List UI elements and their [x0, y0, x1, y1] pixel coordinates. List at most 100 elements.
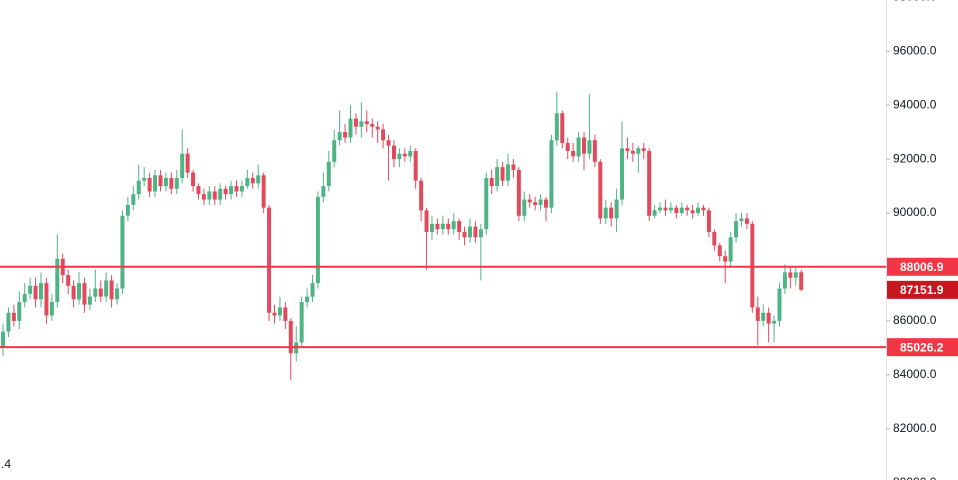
- candle-body: [641, 148, 646, 152]
- y-tick-label: 92000.0: [893, 151, 937, 165]
- y-tick-label: 94000.0: [893, 97, 937, 111]
- candle-body: [620, 148, 625, 200]
- candle-body: [234, 186, 239, 192]
- candle-body: [728, 237, 733, 262]
- candle-body: [245, 177, 250, 187]
- candle-body: [288, 320, 293, 354]
- candle-body: [277, 307, 282, 316]
- candle-body: [478, 229, 483, 238]
- candle-body: [305, 296, 310, 303]
- candle-body: [505, 164, 510, 181]
- candle-body: [734, 221, 739, 238]
- candle-body: [66, 275, 71, 286]
- candle-body: [397, 153, 402, 160]
- candle-body: [603, 207, 608, 219]
- candle-body: [6, 312, 11, 332]
- candle-body: [256, 175, 261, 184]
- candle-body: [239, 186, 244, 192]
- candle-body: [261, 175, 266, 208]
- candle-body: [457, 221, 462, 232]
- candle-body: [185, 153, 190, 173]
- candle-body: [28, 285, 33, 294]
- candle-body: [364, 121, 369, 125]
- candle-body: [424, 210, 429, 232]
- candle-body: [473, 226, 478, 238]
- candle-body: [571, 151, 576, 157]
- candle-body: [207, 191, 212, 200]
- candle-body: [44, 283, 49, 316]
- candle-body: [663, 207, 668, 211]
- level-tag: [887, 257, 958, 276]
- candle-body: [451, 221, 456, 230]
- candle-body: [609, 207, 614, 219]
- candle-body: [500, 167, 505, 181]
- candle-body: [343, 132, 348, 138]
- candle-body: [538, 199, 543, 205]
- candle-body: [77, 283, 82, 300]
- candle-body: [516, 169, 521, 216]
- candle-body: [788, 272, 793, 278]
- candle-body: [180, 153, 185, 178]
- candle-body: [321, 186, 326, 197]
- candle-body: [87, 296, 92, 305]
- candle-body: [315, 196, 320, 284]
- candle-body: [82, 283, 87, 305]
- candle-body: [359, 121, 364, 127]
- level-label: 88006.9: [900, 260, 944, 274]
- candle-body: [1, 331, 5, 348]
- y-tick-label: 82000.0: [893, 421, 937, 435]
- candle-body: [332, 140, 337, 162]
- candle-body: [761, 312, 766, 321]
- candle-body: [153, 175, 158, 192]
- candle-body: [402, 153, 407, 157]
- corner-text: .4: [1, 457, 11, 471]
- candle-body: [522, 199, 527, 216]
- y-tick-label: 80000.0: [893, 475, 937, 480]
- candle-body: [484, 177, 489, 230]
- candle-body: [375, 126, 380, 130]
- last-price-label: 87151.9: [900, 283, 944, 297]
- y-tick-label: 90000.0: [893, 205, 937, 219]
- candle-body: [212, 191, 217, 200]
- candle-body: [196, 186, 201, 195]
- y-tick-label: 96000.0: [893, 43, 937, 57]
- candle-body: [147, 177, 152, 192]
- candle-body: [799, 272, 804, 290]
- candle-body: [440, 223, 445, 230]
- candle-body: [131, 194, 136, 205]
- candle-body: [685, 207, 690, 211]
- candle-body: [386, 140, 391, 146]
- candle-body: [120, 215, 125, 289]
- candle-body: [250, 177, 255, 184]
- candle-body: [408, 151, 413, 157]
- candle-body: [782, 272, 787, 289]
- candle-body: [549, 140, 554, 208]
- candle-body: [218, 188, 223, 200]
- candle-body: [223, 188, 228, 195]
- candle-body: [495, 167, 500, 187]
- candle-body: [419, 180, 424, 211]
- candle-body: [489, 177, 494, 187]
- candle-body: [229, 186, 234, 195]
- candle-body: [647, 151, 652, 216]
- candle-body: [163, 177, 168, 187]
- candle-body: [381, 129, 386, 141]
- y-tick-label: 98000.0: [893, 0, 937, 3]
- candle-body: [544, 199, 548, 208]
- candle-body: [652, 210, 657, 216]
- candle-body: [679, 207, 684, 214]
- candle-body: [723, 256, 728, 262]
- candle-body: [71, 285, 76, 300]
- candle-body: [142, 177, 147, 181]
- candle-body: [696, 207, 701, 214]
- candle-body: [39, 283, 44, 300]
- candle-body: [136, 180, 141, 195]
- candle-body: [554, 113, 559, 141]
- candle-body: [413, 151, 418, 181]
- candle-body: [712, 231, 717, 246]
- candle-body: [109, 280, 114, 300]
- level-tag: [887, 338, 958, 357]
- candle-body: [636, 148, 641, 154]
- candle-body: [668, 207, 673, 211]
- candle-body: [614, 199, 619, 219]
